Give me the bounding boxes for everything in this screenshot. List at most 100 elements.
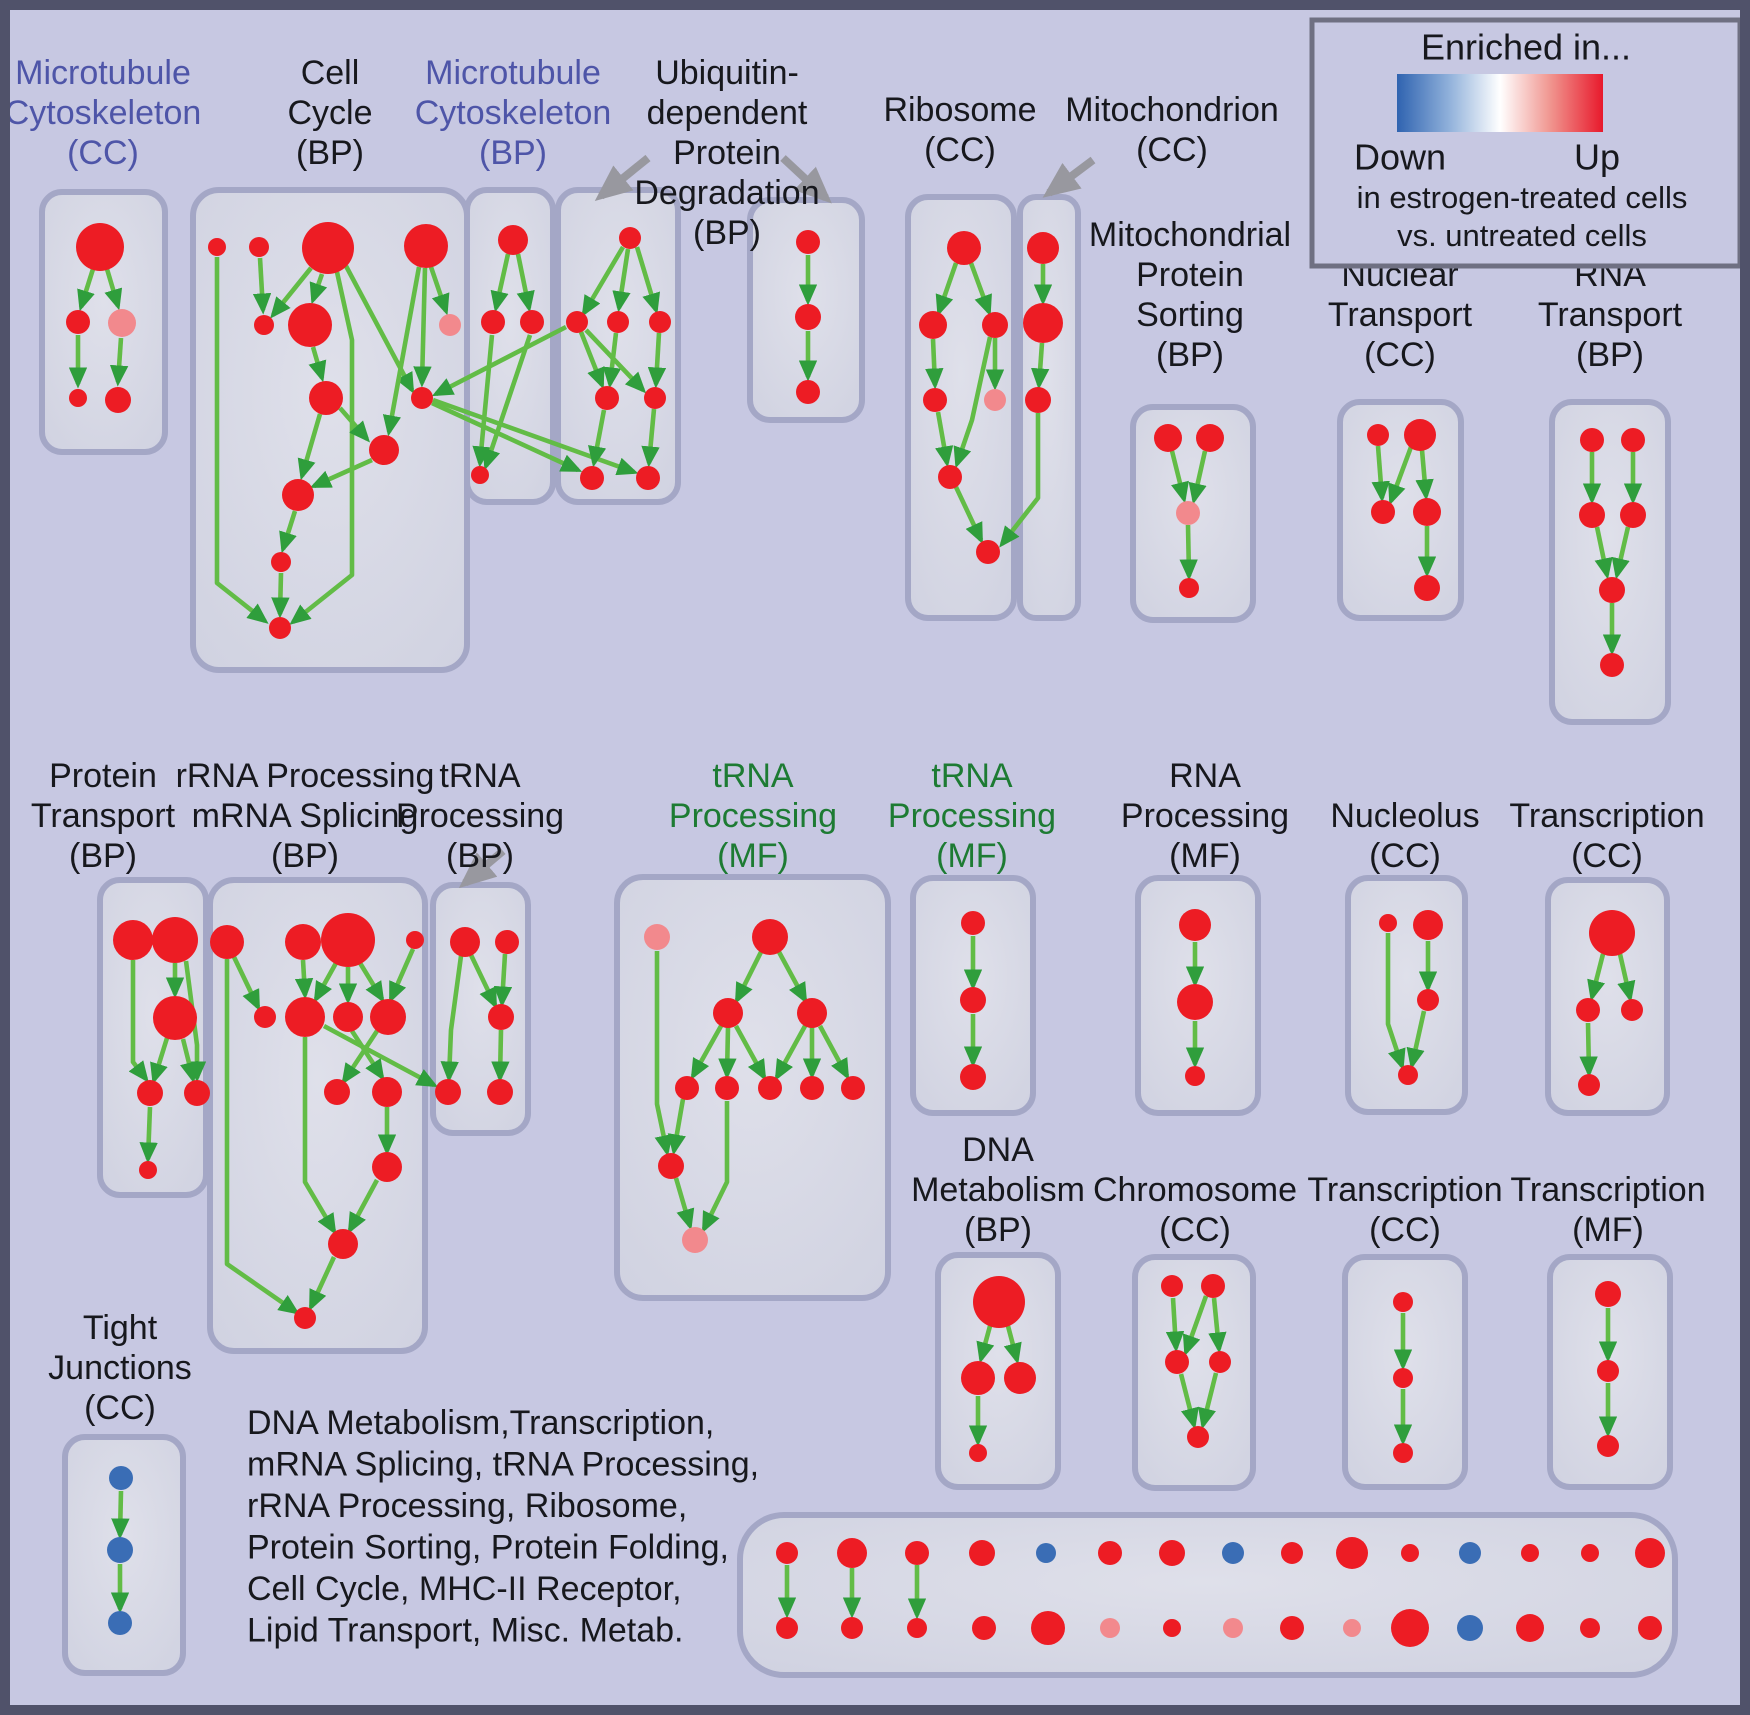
label-chromosome-cc-label-line: Chromosome <box>1093 1171 1297 1209</box>
gene-node-up <box>1589 910 1635 956</box>
gene-node-up <box>1581 1544 1599 1562</box>
gene-node-up <box>1404 419 1436 451</box>
edge-arrow <box>774 1024 808 1082</box>
edge-arrow <box>515 253 535 313</box>
label-trna-processing-bp-label-line: tRNA <box>439 757 521 795</box>
edge-arrow <box>382 266 422 437</box>
misc-categories-note-line: Lipid Transport, Misc. Metab. <box>247 1611 684 1649</box>
gene-node-up <box>152 917 198 963</box>
edge-arrow <box>634 246 661 315</box>
gene-node-weak-up <box>984 389 1006 411</box>
gene-node-up <box>1031 1611 1065 1645</box>
edge-arrow <box>673 1177 695 1231</box>
label-trna-processing-bp-label-line: Processing <box>396 797 564 835</box>
gene-node-up <box>961 911 985 935</box>
gene-node-up <box>752 919 788 955</box>
edge-arrow <box>440 955 464 1083</box>
label-protein-transport-bp-label-line: (BP) <box>69 837 137 875</box>
edge-arrow <box>654 951 673 1157</box>
gene-node-up <box>1595 1281 1621 1307</box>
edge-arrow <box>270 266 313 319</box>
category-box-misc-categories-strip <box>737 1512 1678 1678</box>
gene-node-up <box>1023 303 1063 343</box>
label-chromosome-cc-label-line: (CC) <box>1159 1211 1231 1249</box>
label-microtubule-cytoskeleton-cc-label-line: Microtubule <box>15 54 191 92</box>
category-box-trna-processing-mf-1 <box>614 874 891 1301</box>
gene-node-up <box>333 1002 363 1032</box>
gene-node-up <box>411 387 433 409</box>
category-box-dna-metabolism-bp <box>935 1252 1061 1490</box>
edge-arrow <box>588 409 607 468</box>
edge-arrow <box>493 953 513 1008</box>
label-ubiquitin-degradation-bp-label-line: Degradation <box>634 174 819 212</box>
gene-node-up <box>184 1080 210 1106</box>
edge-arrow <box>431 400 583 473</box>
gene-node-up <box>302 222 354 274</box>
misc-categories-note-line: Protein Sorting, Protein Folding, <box>247 1528 729 1566</box>
category-box-nuclear-transport-cc <box>1337 399 1464 621</box>
gene-node-down <box>109 1466 133 1490</box>
edge-arrow <box>817 1024 850 1081</box>
gene-node-up <box>1371 500 1395 524</box>
edge-arrow <box>1188 450 1208 505</box>
gene-node-up <box>796 230 820 254</box>
gene-node-up <box>139 1161 157 1179</box>
edge-arrow <box>968 262 992 317</box>
gene-node-up <box>372 1077 402 1107</box>
edge-arrow <box>224 959 300 1315</box>
gene-node-up <box>481 310 505 334</box>
label-transcription-cc-row2-label-line: (CC) <box>1571 837 1643 875</box>
gene-node-up <box>636 466 660 490</box>
misc-categories-note-line: mRNA Splicing, tRNA Processing, <box>247 1445 759 1483</box>
edge-arrow <box>935 262 959 317</box>
gene-node-up <box>372 1152 402 1182</box>
gene-node-up <box>796 380 820 404</box>
edge-arrow <box>1385 933 1406 1071</box>
edge-arrow <box>214 257 269 624</box>
gene-node-down <box>1222 1542 1244 1564</box>
gene-node-up <box>1393 1443 1413 1463</box>
legend-caption-line1: in estrogen-treated cells <box>1357 180 1688 215</box>
edge-arrow <box>289 271 355 625</box>
category-box-transcription-cc-row2 <box>1545 877 1670 1116</box>
gene-node-up <box>1179 578 1199 598</box>
label-pointer-arrow-icon <box>1042 156 1096 198</box>
gene-node-weak-up <box>682 1227 708 1253</box>
gene-node-up <box>1185 1066 1205 1086</box>
gene-node-up <box>1004 1362 1036 1394</box>
gene-node-up <box>938 465 962 489</box>
gene-node-up <box>76 223 124 271</box>
gene-node-up <box>1393 1368 1413 1388</box>
label-rrna-processing-mrna-splicing-bp-label-line: rRNA Processing <box>176 757 435 795</box>
label-transcription-cc-row2-label-line: Transcription <box>1509 797 1704 835</box>
edge-arrow <box>612 248 631 313</box>
gene-node-up <box>137 1080 163 1106</box>
edge-arrow <box>1003 1325 1022 1365</box>
gene-node-up <box>1201 1274 1225 1298</box>
edge-arrow <box>413 267 432 388</box>
gene-node-up <box>619 227 641 249</box>
gene-node-up <box>254 315 274 335</box>
gene-node-up <box>1413 910 1443 940</box>
edge-arrow <box>308 1256 337 1312</box>
gene-node-up <box>595 386 619 410</box>
edge-arrow <box>1617 953 1636 1003</box>
edge-arrow <box>309 457 373 489</box>
gene-node-up <box>969 1444 987 1462</box>
label-pointer-arrow-icon <box>458 847 506 889</box>
label-trna-processing-mf-1-label-line: Processing <box>669 797 837 835</box>
edge-arrow <box>322 1023 439 1088</box>
label-trna-processing-mf-2-label-line: Processing <box>888 797 1056 835</box>
gene-node-up <box>269 617 291 639</box>
gene-node-up <box>1379 914 1397 932</box>
gene-node-up <box>208 238 226 256</box>
gene-node-up <box>715 1076 739 1100</box>
gene-node-up <box>797 998 827 1028</box>
edge-arrow <box>578 331 605 390</box>
edge-arrow <box>1415 449 1434 501</box>
gene-node-up <box>406 931 424 949</box>
label-tight-junctions-cc-label-line: (CC) <box>84 1389 156 1427</box>
edge-arrow <box>925 338 944 390</box>
edge-arrow <box>271 572 290 619</box>
label-mitochondrion-cc-label-line: Mitochondrion <box>1065 91 1279 129</box>
